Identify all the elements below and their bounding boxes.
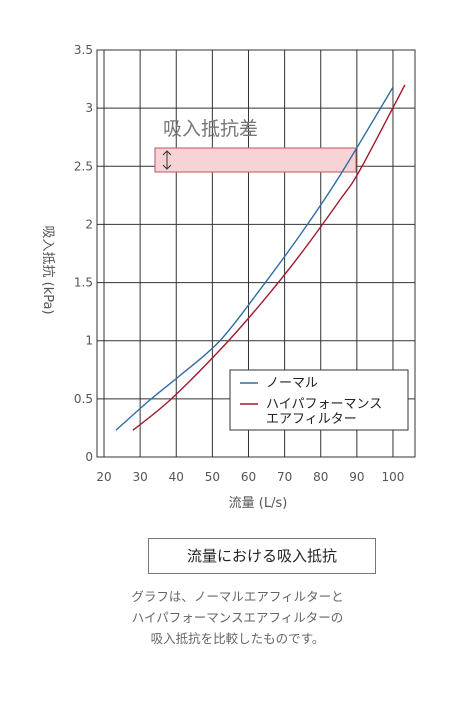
- description-line: ハイパフォーマンスエアフィルターの: [131, 610, 344, 625]
- y-axis-label: 吸入抵抗 (kPa): [40, 225, 55, 314]
- chart: 吸入抵抗差 流量 (L/s) 吸入抵抗 (kPa) 0 0.5 1 1.5 2 2.5 3 3…: [40, 43, 416, 511]
- series-line: [115, 86, 394, 431]
- y-tick-label: 2.5: [74, 159, 93, 173]
- x-tick-label: 70: [277, 470, 292, 484]
- y-tick-label: 1.5: [74, 276, 93, 290]
- legend-label: ハイパフォーマンスエアフィルター: [266, 397, 382, 427]
- x-tick-label: 40: [169, 470, 184, 484]
- x-tick-label: 50: [205, 470, 220, 484]
- x-tick-label: 60: [241, 470, 256, 484]
- series-line: [132, 84, 406, 431]
- x-tick-label: 20: [96, 470, 111, 484]
- plot-frame: [96, 49, 416, 458]
- arrow-heads: [162, 150, 172, 170]
- y-tick-label: 2: [85, 217, 93, 231]
- annotation: 吸入抵抗差: [163, 118, 258, 140]
- y-tick-label: 0: [85, 450, 93, 464]
- x-tick-label: 30: [132, 470, 147, 484]
- legend: [229, 369, 409, 431]
- y-tick-label: 3: [85, 101, 93, 115]
- x-tick-label: 80: [313, 470, 328, 484]
- x-axis-label: 流量 (L/s): [229, 496, 288, 511]
- legend-label: ノーマル: [266, 376, 318, 391]
- difference-band: [154, 147, 357, 173]
- x-tick-label: 100: [382, 470, 405, 484]
- description-line: 吸入抵抗を比較したものです。: [150, 631, 325, 646]
- caption: 流量における吸入抵抗: [148, 538, 376, 574]
- description-line: グラフは、ノーマルエアフィルターと: [131, 589, 344, 604]
- y-tick-label: 0.5: [74, 392, 93, 406]
- y-tick-label: 1: [85, 334, 93, 348]
- x-tick-label: 90: [349, 470, 364, 484]
- description: グラフは、ノーマルエアフィルターと ハイパフォーマンスエアフィルターの 吸入抵抗…: [60, 586, 415, 649]
- y-tick-label: 3.5: [74, 43, 93, 57]
